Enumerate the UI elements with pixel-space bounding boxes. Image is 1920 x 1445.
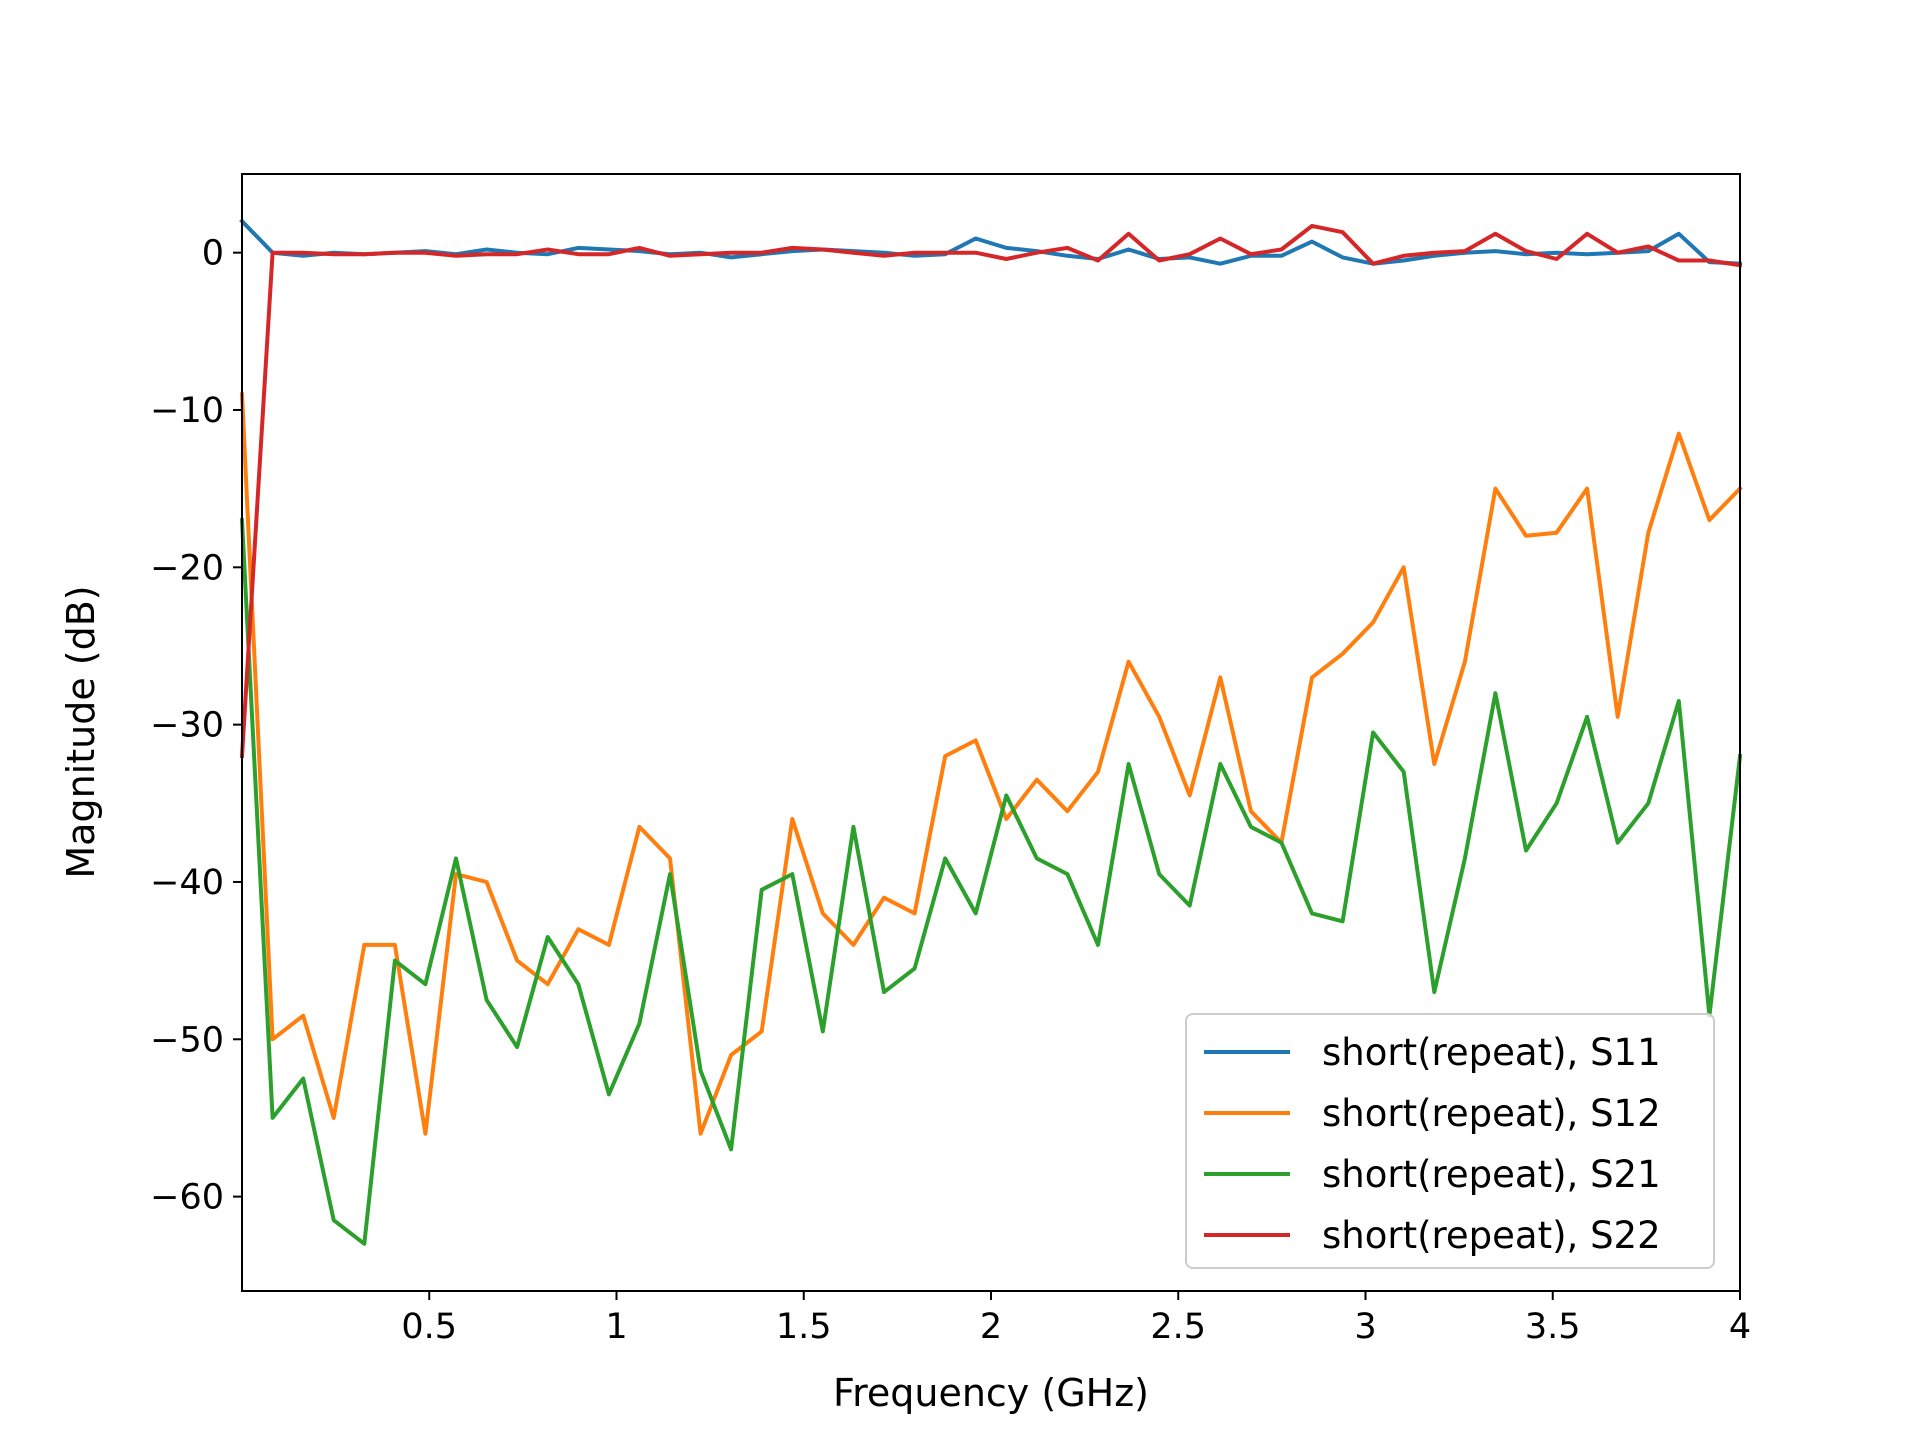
legend-label: short(repeat), S21 xyxy=(1322,1153,1661,1196)
legend: short(repeat), S11 short(repeat), S12 shor… xyxy=(1185,1013,1715,1269)
y-tick-label: −60 xyxy=(150,1178,224,1218)
series-line-4 xyxy=(239,223,1743,759)
y-tick-label: −50 xyxy=(150,1020,224,1060)
y-axis: 0 −10 −20 −30 −40 −50 −60 xyxy=(150,234,242,1218)
x-tick-label: 3.5 xyxy=(1525,1307,1581,1347)
x-tick-label: 1.5 xyxy=(776,1307,832,1347)
y-tick-label: 0 xyxy=(202,234,224,274)
plot-lines xyxy=(239,218,1743,1246)
x-tick-label: 1 xyxy=(605,1307,627,1347)
legend-label: short(repeat), S11 xyxy=(1322,1031,1661,1074)
legend-box xyxy=(1185,1013,1715,1269)
x-axis-label: Frequency (GHz) xyxy=(833,1371,1149,1415)
x-tick-label: 4 xyxy=(1729,1307,1751,1347)
legend-label: short(repeat), S22 xyxy=(1322,1214,1661,1257)
series-line-1 xyxy=(239,218,1743,266)
x-tick-label: 0.5 xyxy=(401,1307,457,1347)
y-tick-label: −40 xyxy=(150,863,224,903)
y-tick-label: −10 xyxy=(150,391,224,431)
legend-label: short(repeat), S12 xyxy=(1322,1092,1661,1135)
x-tick-label: 2 xyxy=(980,1307,1002,1347)
x-tick-label: 2.5 xyxy=(1150,1307,1206,1347)
x-axis: 0.5 1 1.5 2 2.5 3 3.5 4 xyxy=(401,1291,1751,1347)
series-line-2 xyxy=(239,392,1743,1136)
y-tick-label: −30 xyxy=(150,706,224,746)
x-tick-label: 3 xyxy=(1354,1307,1376,1347)
y-axis-label: Magnitude (dB) xyxy=(59,585,103,878)
series-line-3 xyxy=(239,518,1743,1246)
y-tick-label: −20 xyxy=(150,548,224,588)
